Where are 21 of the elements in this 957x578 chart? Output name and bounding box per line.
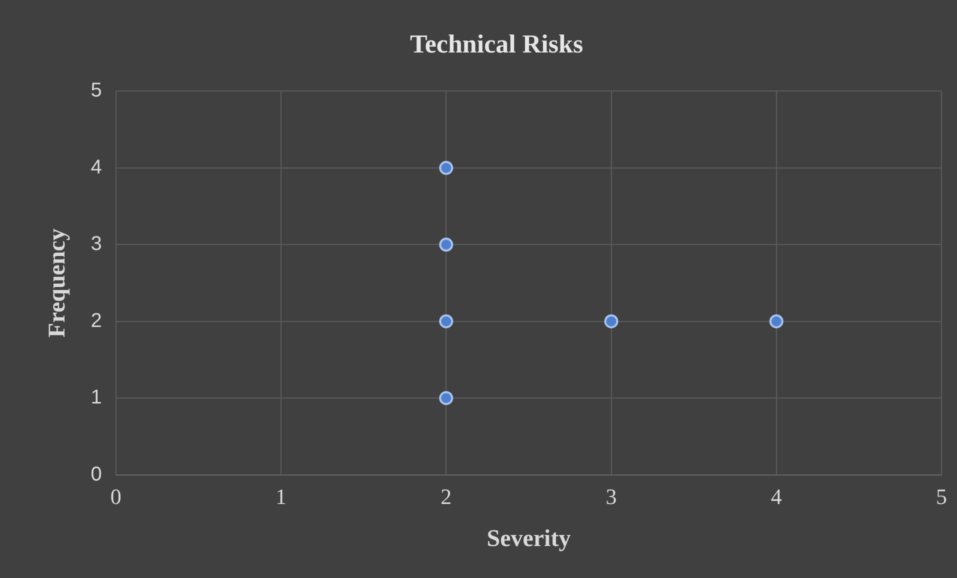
y-tick-label: 4 bbox=[90, 156, 102, 178]
y-tick-label: 1 bbox=[90, 386, 102, 409]
point bbox=[439, 391, 454, 406]
point bbox=[604, 314, 618, 328]
point bbox=[439, 314, 454, 328]
x-tick-label: 0 bbox=[110, 484, 122, 509]
y-tick-label: 3 bbox=[90, 233, 102, 256]
x-tick-label: 4 bbox=[770, 484, 782, 509]
chart-title: Technical Risks bbox=[410, 29, 584, 58]
x-axis-title: Severity bbox=[486, 526, 571, 552]
y-tick-label: 0 bbox=[90, 463, 102, 486]
point bbox=[439, 238, 454, 252]
x-tick-label: 5 bbox=[936, 484, 947, 509]
x-tick-label: 3 bbox=[606, 484, 617, 509]
point bbox=[769, 314, 784, 328]
point bbox=[439, 160, 454, 175]
y-tick-label: 2 bbox=[90, 310, 102, 332]
y-axis-title: Frequency bbox=[44, 228, 71, 338]
x-tick-label: 1 bbox=[276, 484, 287, 509]
x-tick-label: 2 bbox=[440, 484, 452, 509]
y-tick-label: 5 bbox=[90, 80, 102, 102]
